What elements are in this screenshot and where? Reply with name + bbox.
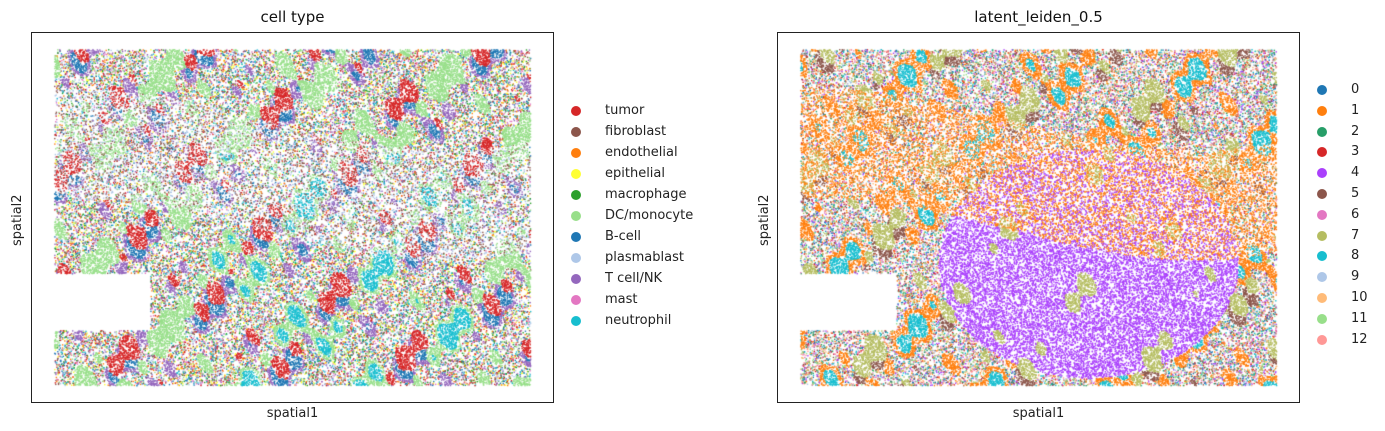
x-axis-label: spatial1 [1012, 406, 1065, 421]
legend-marker [571, 148, 581, 158]
legend-marker [571, 190, 581, 200]
cell-type-panel: cell type spatial1 spatial2 tumor fibrobl… [10, 8, 699, 421]
legend-marker [1317, 168, 1327, 179]
legend-label: 8 [1351, 248, 1360, 264]
legend-label: tumor [605, 103, 645, 118]
legend-label: plasmablast [605, 250, 684, 265]
legend-label: mast [605, 292, 638, 307]
legend: tumor fibroblast endothelial epithelial macr… [571, 102, 699, 332]
scatter-points [32, 33, 553, 402]
legend-label: 2 [1351, 123, 1360, 139]
legend-label: 7 [1351, 227, 1360, 243]
legend-marker [1317, 105, 1327, 116]
legend-label: DC/monocyte [605, 208, 694, 223]
legend-marker [571, 106, 581, 116]
legend-label: macrophage [605, 187, 687, 202]
legend-marker [1317, 334, 1327, 345]
legend-marker [571, 295, 581, 305]
y-axis-label: spatial2 [757, 194, 772, 246]
legend-label: T cell/NK [605, 271, 663, 286]
legend-marker [1317, 85, 1327, 95]
legend-label: 12 [1351, 331, 1368, 347]
scatter-plot-area [777, 32, 1300, 403]
legend-marker [571, 274, 581, 284]
legend-marker [1317, 313, 1327, 324]
legend-label: 10 [1351, 290, 1368, 305]
legend-marker [1317, 147, 1327, 158]
legend-marker [1317, 293, 1327, 303]
legend-marker [1317, 230, 1327, 241]
legend-label: 5 [1351, 186, 1360, 201]
scatter-points [778, 33, 1299, 402]
legend-label: epithelial [605, 166, 665, 181]
legend-marker [571, 316, 581, 326]
legend-marker [1317, 209, 1327, 220]
legend-label: 9 [1351, 269, 1360, 285]
legend-label: 11 [1351, 310, 1368, 326]
legend-marker [1317, 251, 1327, 262]
legend-marker [571, 127, 581, 137]
y-axis-label: spatial2 [10, 194, 25, 246]
scatter-plot-area [31, 32, 554, 403]
chart-title: cell type [260, 8, 325, 26]
legend-label: 6 [1351, 206, 1360, 222]
x-axis-label: spatial1 [266, 406, 319, 421]
legend-label: neutrophil [605, 313, 672, 328]
legend-marker [1317, 126, 1327, 137]
legend-marker [571, 232, 581, 242]
legend-label: B-cell [605, 229, 641, 244]
legend-label: fibroblast [605, 124, 667, 139]
legend-label: endothelial [605, 145, 678, 160]
legend-marker [1317, 189, 1327, 199]
legend-label: 4 [1351, 165, 1360, 181]
legend: 0 1 2 3 4 5 6 7 8 9 10 11 12 [1317, 81, 1383, 351]
legend-label: 3 [1351, 144, 1360, 160]
legend-label: 1 [1351, 102, 1360, 118]
legend-marker [571, 253, 581, 263]
legend-marker [571, 211, 581, 221]
legend-marker [1317, 272, 1327, 283]
legend-label: 0 [1351, 82, 1360, 97]
chart-title: latent_leiden_0.5 [974, 8, 1103, 26]
legend-marker [571, 169, 581, 179]
